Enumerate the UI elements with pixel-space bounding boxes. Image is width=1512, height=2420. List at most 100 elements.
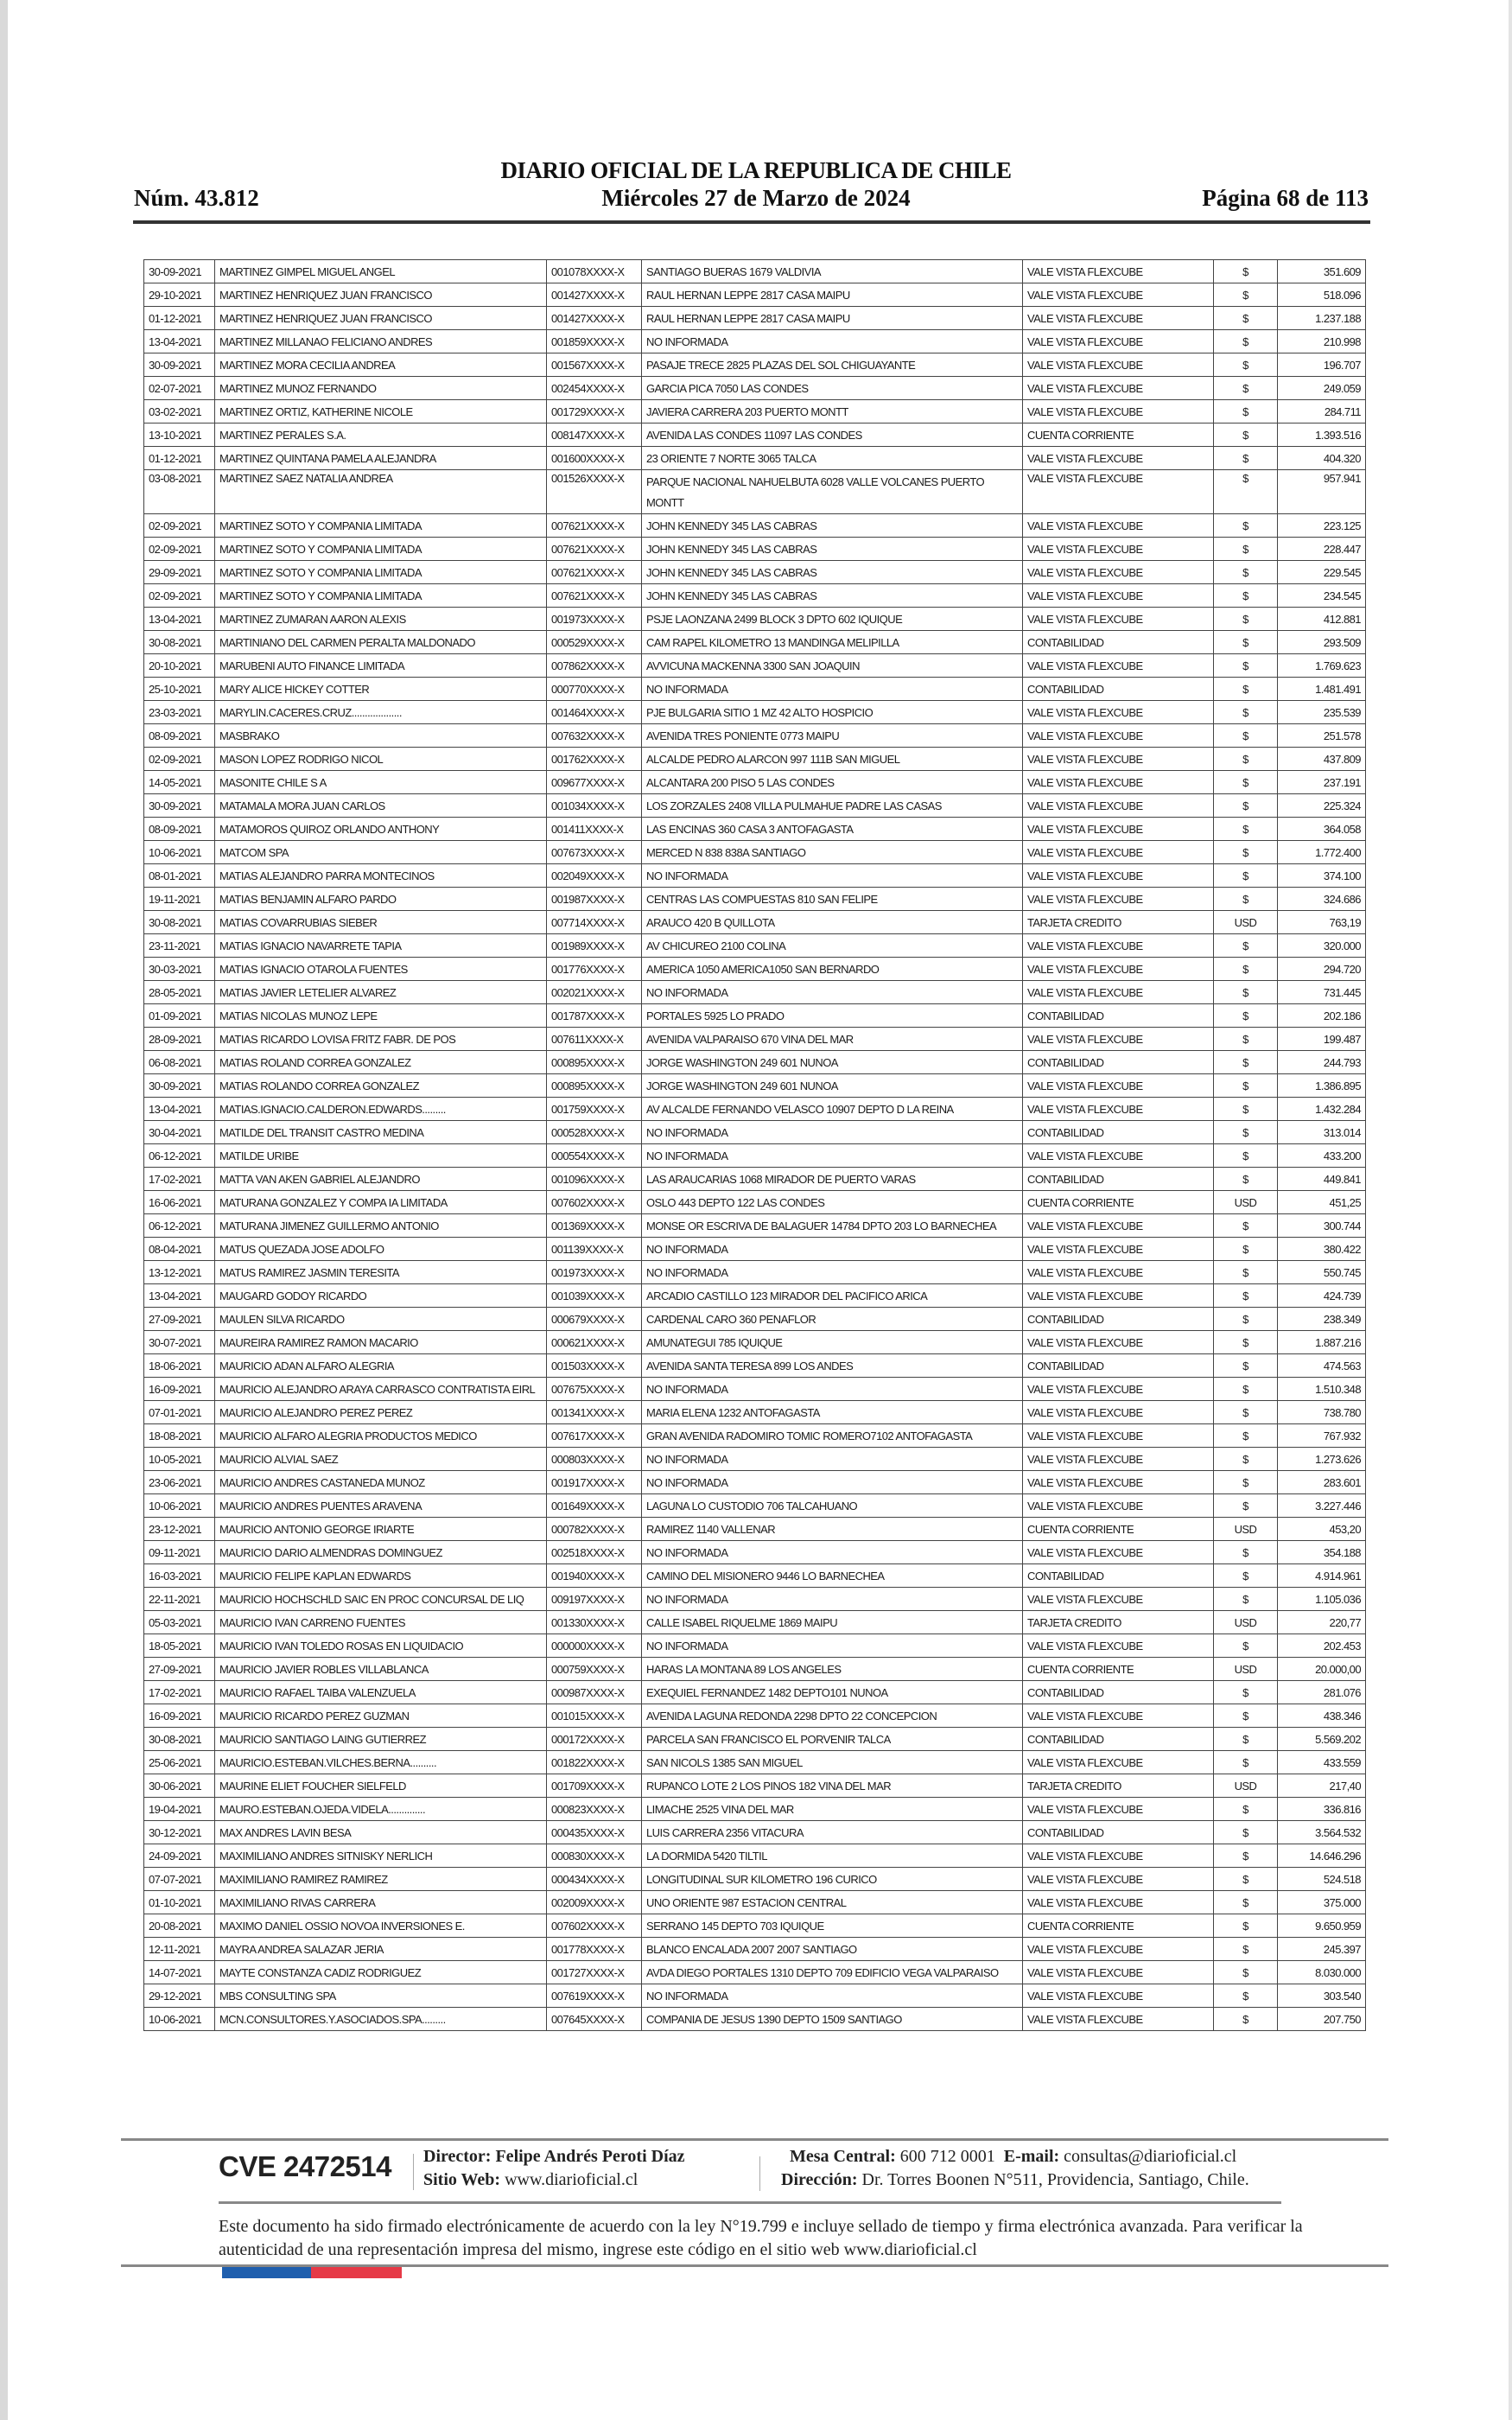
table-row: 06-08-2021 MATIAS ROLAND CORREA GONZALEZ 0… <box>143 1050 1366 1074</box>
date-cell: 29-09-2021 <box>143 560 215 584</box>
currency-cell: $ <box>1213 1540 1278 1564</box>
name-cell: MARTINEZ MUNOZ FERNANDO <box>214 376 547 400</box>
table-row: 02-09-2021 MARTINEZ SOTO Y COMPANIA LIMIT… <box>143 537 1366 561</box>
account-type-cell: VALE VISTA FLEXCUBE <box>1022 376 1214 400</box>
currency-cell: $ <box>1213 1120 1278 1144</box>
amount-cell: 3.227.446 <box>1277 1493 1366 1518</box>
date-cell: 20-08-2021 <box>143 1914 215 1938</box>
address-cell: PARQUE NACIONAL NAHUELBUTA 6028 VALLE VO… <box>641 469 1023 514</box>
currency-cell: $ <box>1213 1914 1278 1938</box>
address-cell: MARIA ELENA 1232 ANTOFAGASTA <box>641 1400 1023 1424</box>
rut-cell: 001649XXXX-X <box>546 1493 642 1518</box>
date-cell: 30-07-2021 <box>143 1330 215 1354</box>
currency-cell: $ <box>1213 1423 1278 1448</box>
address-cell: AMERICA 1050 AMERICA1050 SAN BERNARDO <box>641 957 1023 981</box>
website-link[interactable]: www.diarioficial.cl <box>505 2170 638 2189</box>
account-type-cell: VALE VISTA FLEXCUBE <box>1022 1143 1214 1168</box>
table-row: 17-02-2021 MATTA VAN AKEN GABRIEL ALEJAND… <box>143 1167 1366 1191</box>
name-cell: MARTINEZ GIMPEL MIGUEL ANGEL <box>214 259 547 283</box>
table-row: 23-12-2021 MAURICIO ANTONIO GEORGE IRIART… <box>143 1517 1366 1541</box>
table-row: 08-01-2021 MATIAS ALEJANDRO PARRA MONTECI… <box>143 863 1366 888</box>
address-cell: CAMINO DEL MISIONERO 9446 LO BARNECHEA <box>641 1563 1023 1588</box>
table-row: 30-07-2021 MAUREIRA RAMIREZ RAMON MACARIO… <box>143 1330 1366 1354</box>
date-cell: 02-09-2021 <box>143 537 215 561</box>
name-cell: MCN.CONSULTORES.Y.ASOCIADOS.SPA......... <box>214 2007 547 2031</box>
amount-cell: 244.793 <box>1277 1050 1366 1074</box>
name-cell: MAURICIO.ESTEBAN.VILCHES.BERNA.......... <box>214 1750 547 1774</box>
address-cell: LA DORMIDA 5420 TILTIL <box>641 1844 1023 1868</box>
address-cell: JOHN KENNEDY 345 LAS CABRAS <box>641 513 1023 538</box>
address-cell: RUPANCO LOTE 2 LOS PINOS 182 VINA DEL MA… <box>641 1774 1023 1798</box>
name-cell: MAXIMILIANO RAMIREZ RAMIREZ <box>214 1867 547 1891</box>
rut-cell: 001776XXXX-X <box>546 957 642 981</box>
date-cell: 23-03-2021 <box>143 700 215 724</box>
currency-cell: $ <box>1213 840 1278 864</box>
amount-cell: 284.711 <box>1277 399 1366 424</box>
account-type-cell: VALE VISTA FLEXCUBE <box>1022 1027 1214 1051</box>
table-row: 13-04-2021 MAUGARD GODOY RICARDO 001039XXX… <box>143 1283 1366 1308</box>
name-cell: MARTINEZ MORA CECILIA ANDREA <box>214 353 547 377</box>
account-type-cell: VALE VISTA FLEXCUBE <box>1022 887 1214 911</box>
date-cell: 08-01-2021 <box>143 863 215 888</box>
currency-cell: $ <box>1213 700 1278 724</box>
currency-cell: $ <box>1213 1237 1278 1261</box>
address-cell: JORGE WASHINGTON 249 601 NUNOA <box>641 1050 1023 1074</box>
table-row: 02-07-2021 MARTINEZ MUNOZ FERNANDO 002454X… <box>143 376 1366 400</box>
rut-cell: 000434XXXX-X <box>546 1867 642 1891</box>
rut-cell: 001015XXXX-X <box>546 1704 642 1728</box>
name-cell: MATIAS COVARRUBIAS SIEBER <box>214 910 547 934</box>
email-link[interactable]: consultas@diarioficial.cl <box>1064 2147 1237 2166</box>
currency-cell: USD <box>1213 1190 1278 1214</box>
address-cell: MERCED N 838 838A SANTIAGO <box>641 840 1023 864</box>
rut-cell: 002021XXXX-X <box>546 980 642 1004</box>
rut-cell: 007632XXXX-X <box>546 723 642 748</box>
amount-cell: 404.320 <box>1277 446 1366 470</box>
address-cell: SERRANO 145 DEPTO 703 IQUIQUE <box>641 1914 1023 1938</box>
name-cell: MAURICIO IVAN TOLEDO ROSAS EN LIQUIDACIO <box>214 1634 547 1658</box>
date-cell: 30-09-2021 <box>143 793 215 818</box>
name-cell: MARUBENI AUTO FINANCE LIMITADA <box>214 653 547 678</box>
name-cell: MARTINEZ SOTO Y COMPANIA LIMITADA <box>214 583 547 608</box>
account-type-cell: VALE VISTA FLEXCUBE <box>1022 817 1214 841</box>
date-cell: 14-05-2021 <box>143 770 215 794</box>
date-cell: 05-03-2021 <box>143 1610 215 1634</box>
currency-cell: $ <box>1213 1704 1278 1728</box>
date-cell: 20-10-2021 <box>143 653 215 678</box>
currency-cell: $ <box>1213 1167 1278 1191</box>
address-cell: LAGUNA LO CUSTODIO 706 TALCAHUANO <box>641 1493 1023 1518</box>
rut-cell: 007621XXXX-X <box>546 537 642 561</box>
address-cell: AVDA DIEGO PORTALES 1310 DEPTO 709 EDIFI… <box>641 1960 1023 1984</box>
currency-cell: $ <box>1213 306 1278 330</box>
currency-cell: $ <box>1213 1844 1278 1868</box>
currency-cell: $ <box>1213 1680 1278 1704</box>
amount-cell: 763,19 <box>1277 910 1366 934</box>
rut-cell: 001989XXXX-X <box>546 933 642 958</box>
name-cell: MAURICIO JAVIER ROBLES VILLABLANCA <box>214 1657 547 1681</box>
table-row: 19-11-2021 MATIAS BENJAMIN ALFARO PARDO 00… <box>143 887 1366 911</box>
name-cell: MATIAS IGNACIO NAVARRETE TAPIA <box>214 933 547 958</box>
account-type-cell: VALE VISTA FLEXCUBE <box>1022 653 1214 678</box>
currency-cell: $ <box>1213 1260 1278 1284</box>
amount-cell: 320.000 <box>1277 933 1366 958</box>
rut-cell: 001330XXXX-X <box>546 1610 642 1634</box>
table-row: 27-09-2021 MAURICIO JAVIER ROBLES VILLABL… <box>143 1657 1366 1681</box>
date-cell: 30-06-2021 <box>143 1774 215 1798</box>
account-type-cell: CUENTA CORRIENTE <box>1022 423 1214 447</box>
account-type-cell: CONTABILIDAD <box>1022 1563 1214 1588</box>
account-type-cell: TARJETA CREDITO <box>1022 910 1214 934</box>
rut-cell: 001973XXXX-X <box>546 607 642 631</box>
name-cell: MAURICIO ANTONIO GEORGE IRIARTE <box>214 1517 547 1541</box>
table-row: 09-11-2021 MAURICIO DARIO ALMENDRAS DOMIN… <box>143 1540 1366 1564</box>
address-cell: LUIS CARRERA 2356 VITACURA <box>641 1820 1023 1844</box>
amount-cell: 294.720 <box>1277 957 1366 981</box>
address-cell: CALLE ISABEL RIQUELME 1869 MAIPU <box>641 1610 1023 1634</box>
currency-cell: $ <box>1213 283 1278 307</box>
date-cell: 13-04-2021 <box>143 1283 215 1308</box>
address-cell: AVENIDA TRES PONIENTE 0773 MAIPU <box>641 723 1023 748</box>
rut-cell: 000621XXXX-X <box>546 1330 642 1354</box>
account-type-cell: VALE VISTA FLEXCUBE <box>1022 1890 1214 1914</box>
table-row: 10-05-2021 MAURICIO ALVIAL SAEZ 000803XXXX… <box>143 1447 1366 1471</box>
name-cell: MAXIMILIANO RIVAS CARRERA <box>214 1890 547 1914</box>
amount-cell: 229.545 <box>1277 560 1366 584</box>
address-cell: NO INFORMADA <box>641 1540 1023 1564</box>
